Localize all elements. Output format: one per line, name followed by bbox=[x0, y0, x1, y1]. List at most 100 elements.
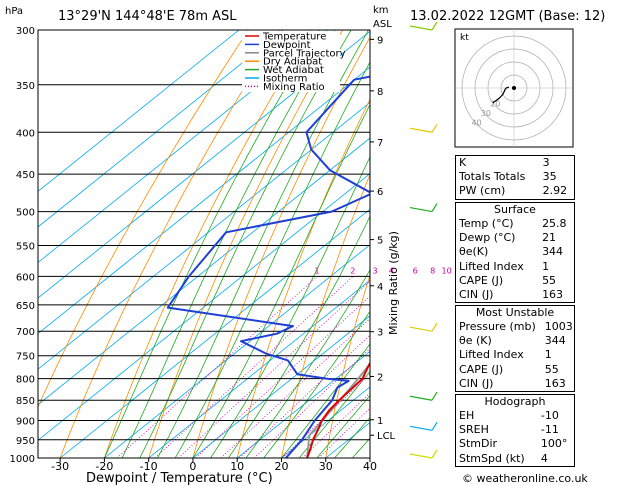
pressure-tick-label: 700 bbox=[16, 327, 35, 338]
temperature-tick-label: 0 bbox=[189, 460, 196, 473]
index-label: StmSpd (kt) bbox=[459, 451, 525, 465]
wind-barb-staff bbox=[409, 453, 433, 459]
index-value: 3 bbox=[542, 156, 550, 169]
index-label: Totals Totals bbox=[459, 170, 526, 184]
dry-adiabat-line bbox=[281, 173, 370, 458]
hodograph-ring-label: 30 bbox=[481, 109, 491, 118]
temperature-tick-label: 20 bbox=[274, 460, 288, 473]
legend-label: Mixing Ratio bbox=[263, 82, 325, 93]
index-label: CIN (J) bbox=[459, 376, 494, 390]
height-tick-label: 4 bbox=[377, 282, 383, 293]
height-tick-label: 5 bbox=[377, 236, 383, 247]
temperature-tick-labels: -30 -20 -10 0 10 20 30 40 bbox=[51, 458, 377, 473]
index-row: Lifted Index 1 bbox=[456, 260, 574, 274]
index-label: CAPE (J) bbox=[459, 362, 504, 376]
mixing-ratio-label: 8 bbox=[430, 266, 435, 275]
index-row: PW (cm) 2.92 bbox=[456, 184, 574, 198]
mixing-ratio-line bbox=[178, 280, 370, 458]
hodograph-trace bbox=[492, 86, 510, 104]
height-tick-label: LCL bbox=[377, 431, 396, 442]
indices-top-table: K 3 Totals Totals 35 PW (cm) 2.92 bbox=[456, 156, 574, 199]
dry-adiabat-line bbox=[38, 30, 249, 408]
index-label: SREH bbox=[459, 423, 489, 437]
wind-barb-staff bbox=[409, 425, 433, 431]
index-value: 2.92 bbox=[542, 184, 568, 198]
index-value: 1 bbox=[542, 259, 550, 273]
height-unit-asl: ASL bbox=[373, 19, 392, 30]
mixing-ratio-line bbox=[239, 334, 370, 458]
pressure-tick-label: 450 bbox=[16, 170, 35, 181]
index-row: Temp (°C) 25.8 bbox=[456, 217, 574, 231]
temperature-tick-label: -10 bbox=[140, 460, 158, 473]
wind-barb-flag bbox=[431, 391, 438, 401]
pressure-tick-label: 350 bbox=[16, 81, 35, 92]
isotherm-line bbox=[38, 137, 370, 406]
wind-barb-flag bbox=[431, 21, 438, 31]
isotherm-line bbox=[38, 30, 284, 228]
index-value: 100° bbox=[540, 437, 568, 451]
hodograph-indices-title: Hodograph bbox=[484, 395, 546, 408]
mixing-ratio-label: 3 bbox=[372, 266, 377, 275]
pressure-tick-label: 900 bbox=[16, 417, 35, 428]
index-label: Pressure (mb) bbox=[459, 320, 536, 333]
index-value: 4 bbox=[540, 451, 548, 465]
height-tick-label: 9 bbox=[377, 35, 383, 46]
pressure-tick-label: 750 bbox=[16, 352, 35, 363]
index-row: SREH -11 bbox=[456, 423, 574, 437]
index-label: Temp (°C) bbox=[459, 217, 514, 230]
height-tick-label: 3 bbox=[377, 328, 383, 339]
index-label: CAPE (J) bbox=[459, 273, 504, 287]
date-time-label: 13.02.2022 12GMT (Base: 12) bbox=[410, 9, 605, 24]
index-label: CIN (J) bbox=[459, 288, 494, 302]
legend-label: Parcel Trajectory bbox=[263, 48, 346, 59]
hodograph-storm-motion bbox=[512, 86, 516, 90]
index-value: 55 bbox=[544, 362, 559, 376]
wet-adiabat-line bbox=[298, 370, 370, 458]
index-row: Lifted Index 1 bbox=[456, 348, 576, 362]
wind-barb-flag bbox=[431, 449, 438, 459]
hodograph-ring-label: 40 bbox=[471, 118, 481, 127]
index-label: EH bbox=[459, 409, 475, 422]
plot-frame bbox=[37, 29, 371, 459]
index-label: Lifted Index bbox=[459, 348, 524, 362]
isotherm-line bbox=[38, 66, 370, 335]
hodograph-indices-table: EH -10 SREH -11 StmDir 100° StmSpd (kt) 4 bbox=[456, 409, 574, 466]
index-row: CIN (J) 163 bbox=[456, 288, 574, 302]
mixing-ratio-label: 10 bbox=[442, 266, 452, 275]
isotherm-line bbox=[38, 173, 370, 441]
index-row: CAPE (J) 55 bbox=[456, 363, 576, 377]
index-value: 163 bbox=[544, 376, 566, 390]
index-value: -10 bbox=[540, 409, 559, 422]
pressure-unit-label: hPa bbox=[5, 6, 23, 17]
index-row: θe (K) 344 bbox=[456, 334, 576, 348]
temperature-tick-label: 40 bbox=[363, 460, 377, 473]
height-tick-label: 8 bbox=[377, 87, 383, 98]
index-row: StmSpd (kt) 4 bbox=[456, 452, 574, 466]
surface-title: Surface bbox=[494, 203, 536, 216]
dry-adiabat-line bbox=[148, 30, 343, 458]
mixing-ratio-line bbox=[154, 276, 354, 458]
index-label: Lifted Index bbox=[459, 259, 524, 273]
height-tick-label: 2 bbox=[377, 372, 383, 383]
most-unstable-title: Most Unstable bbox=[475, 306, 555, 319]
legend-label: Isotherm bbox=[263, 74, 307, 85]
index-value: -11 bbox=[540, 423, 559, 437]
index-value: 35 bbox=[542, 170, 557, 184]
temperature-tick-label: 30 bbox=[319, 460, 333, 473]
wind-barb-staff bbox=[409, 395, 433, 401]
wind-barb-staff bbox=[409, 25, 433, 31]
legend-label: Temperature bbox=[262, 32, 326, 43]
height-tick-label: 7 bbox=[377, 138, 383, 149]
legend-label: Dewpoint bbox=[263, 40, 311, 51]
hodograph-unit-label: kt bbox=[460, 33, 469, 43]
index-row: EH -10 bbox=[456, 409, 574, 423]
pressure-tick-label: 400 bbox=[16, 128, 35, 139]
wind-barbs bbox=[409, 21, 438, 459]
wind-barb-staff bbox=[409, 326, 433, 332]
isotherm-line bbox=[236, 350, 370, 458]
surface-box: Surface Temp (°C) 25.8 Dewp (°C) 21 θe(K) 344… bbox=[455, 202, 575, 304]
hodograph-indices-box: Hodograph EH -10 SREH -11 StmDir 100° StmSpd (… bbox=[455, 394, 575, 467]
pressure-tick-label: 950 bbox=[16, 436, 35, 447]
